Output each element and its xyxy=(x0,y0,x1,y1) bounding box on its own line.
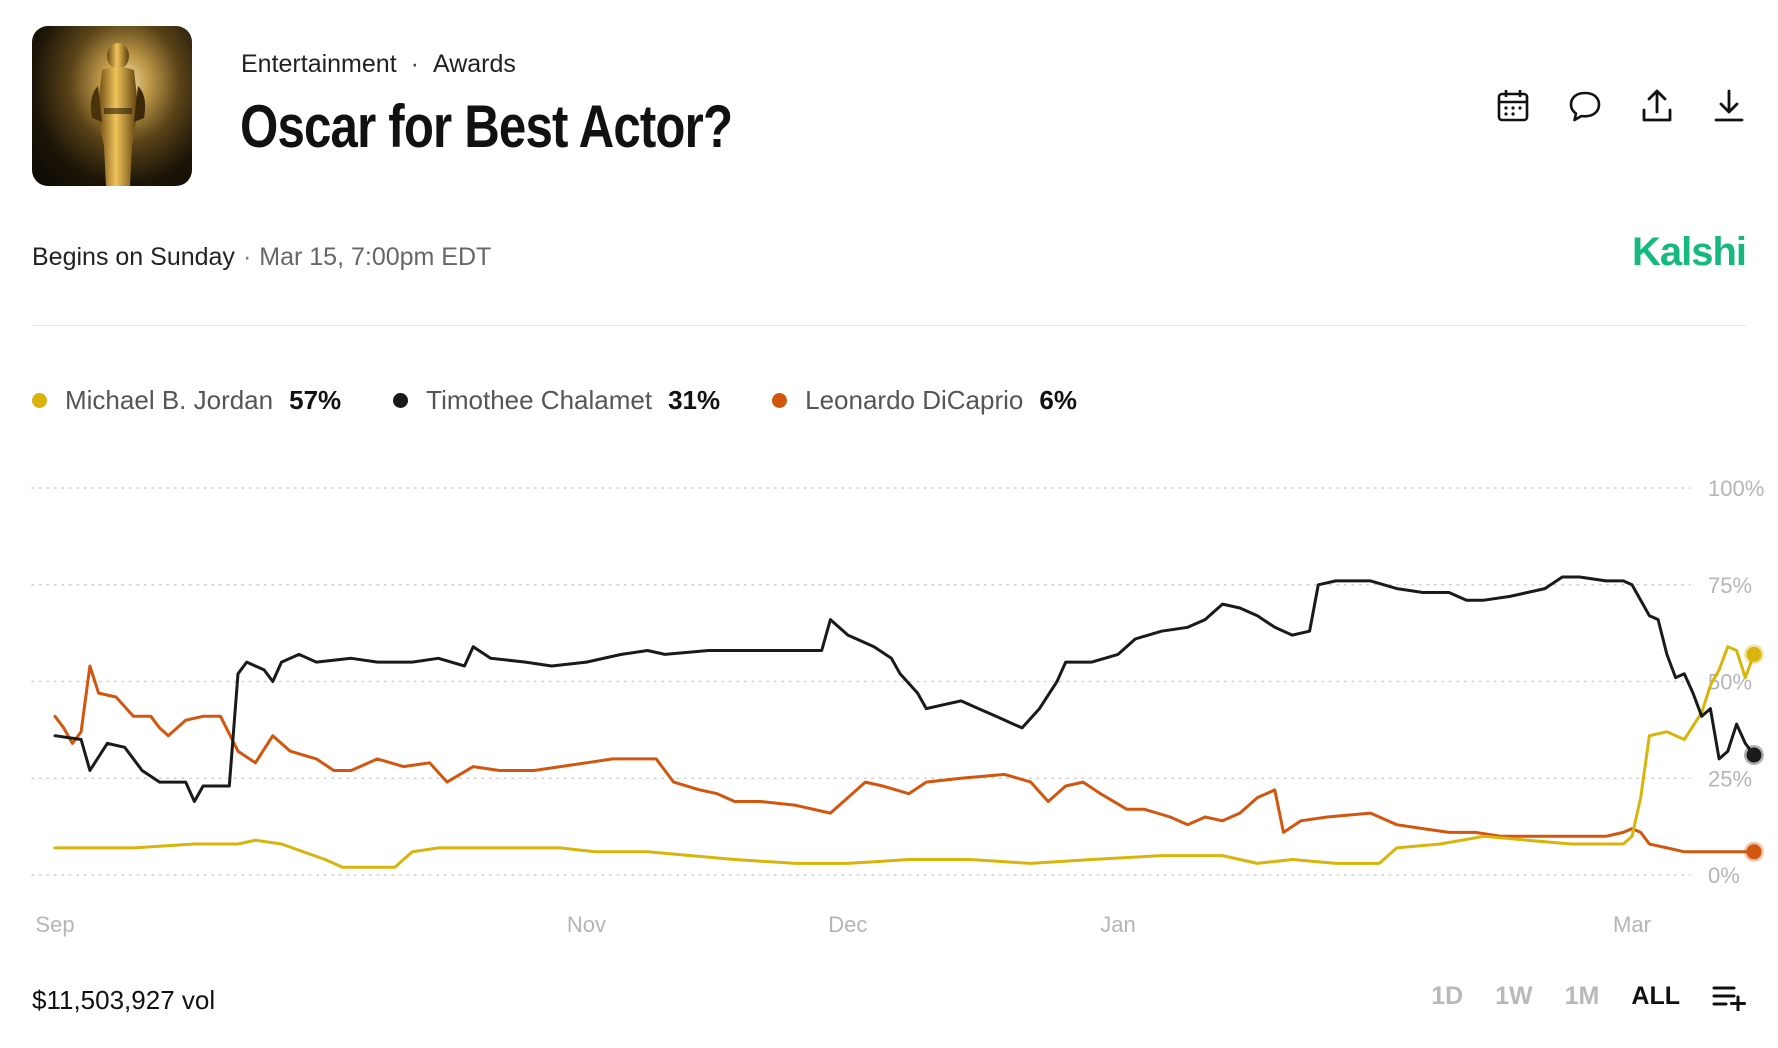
range-1d[interactable]: 1D xyxy=(1431,982,1464,1010)
x-tick-label: Nov xyxy=(567,912,606,937)
breadcrumb-subcategory[interactable]: Awards xyxy=(432,50,516,78)
page-title: Oscar for Best Actor? xyxy=(240,93,733,160)
y-tick-label: 100% xyxy=(1708,476,1764,501)
end-point-chalamet xyxy=(1746,747,1762,763)
kalshi-logo[interactable]: Kalshi xyxy=(1631,230,1747,274)
oscar-statue-icon xyxy=(90,43,146,186)
begins-info: Begins on Sunday · Mar 15, 7:00pm EDT xyxy=(32,243,492,271)
end-point-jordan xyxy=(1746,646,1762,662)
toolbar xyxy=(1496,88,1746,124)
legend-name: Michael B. Jordan xyxy=(65,385,274,415)
legend-item-dicaprio[interactable]: Leonardo DiCaprio 6% xyxy=(772,385,1077,416)
share-icon[interactable] xyxy=(1640,88,1674,124)
y-tick-label: 75% xyxy=(1708,573,1752,598)
series-line-chalamet xyxy=(53,575,1756,803)
market-thumbnail xyxy=(32,26,192,186)
legend: Michael B. Jordan 57% Timothee Chalamet … xyxy=(32,385,1077,416)
range-1w[interactable]: 1W xyxy=(1495,982,1533,1010)
y-tick-label: 0% xyxy=(1708,863,1740,888)
volume-label: $11,503,927 vol xyxy=(32,985,216,1015)
x-tick-label: Jan xyxy=(1100,912,1135,937)
legend-dot xyxy=(772,393,788,408)
begins-time: Mar 15, 7:00pm EDT xyxy=(259,243,492,271)
y-tick-label: 25% xyxy=(1708,766,1752,791)
add-to-list-icon[interactable] xyxy=(1712,983,1746,1011)
x-tick-label: Dec xyxy=(828,912,867,937)
legend-value: 6% xyxy=(1039,385,1077,415)
legend-item-jordan[interactable]: Michael B. Jordan 57% xyxy=(32,385,341,416)
legend-dot xyxy=(32,393,47,408)
range-1m[interactable]: 1M xyxy=(1564,982,1600,1010)
download-icon[interactable] xyxy=(1712,88,1746,124)
begins-label: Begins on Sunday xyxy=(32,243,235,271)
range-all[interactable]: ALL xyxy=(1631,982,1680,1010)
end-point-dicaprio xyxy=(1746,844,1762,860)
breadcrumb: Entertainment · Awards xyxy=(241,50,516,78)
range-selector: 1D 1W 1M ALL xyxy=(1431,982,1746,1011)
series-line-dicaprio xyxy=(53,664,1756,854)
legend-dot xyxy=(393,393,409,408)
x-tick-label: Sep xyxy=(35,912,74,937)
legend-value: 57% xyxy=(289,385,342,415)
legend-name: Timothee Chalamet xyxy=(426,385,653,415)
series-line-jordan xyxy=(53,645,1756,869)
legend-item-chalamet[interactable]: Timothee Chalamet 31% xyxy=(393,385,720,416)
comment-icon[interactable] xyxy=(1568,88,1602,124)
divider xyxy=(32,325,1746,326)
breadcrumb-category[interactable]: Entertainment xyxy=(241,50,397,78)
x-tick-label: Mar xyxy=(1613,912,1651,937)
legend-value: 31% xyxy=(668,385,721,415)
calendar-icon[interactable] xyxy=(1496,88,1530,124)
legend-name: Leonardo DiCaprio xyxy=(805,385,1024,415)
